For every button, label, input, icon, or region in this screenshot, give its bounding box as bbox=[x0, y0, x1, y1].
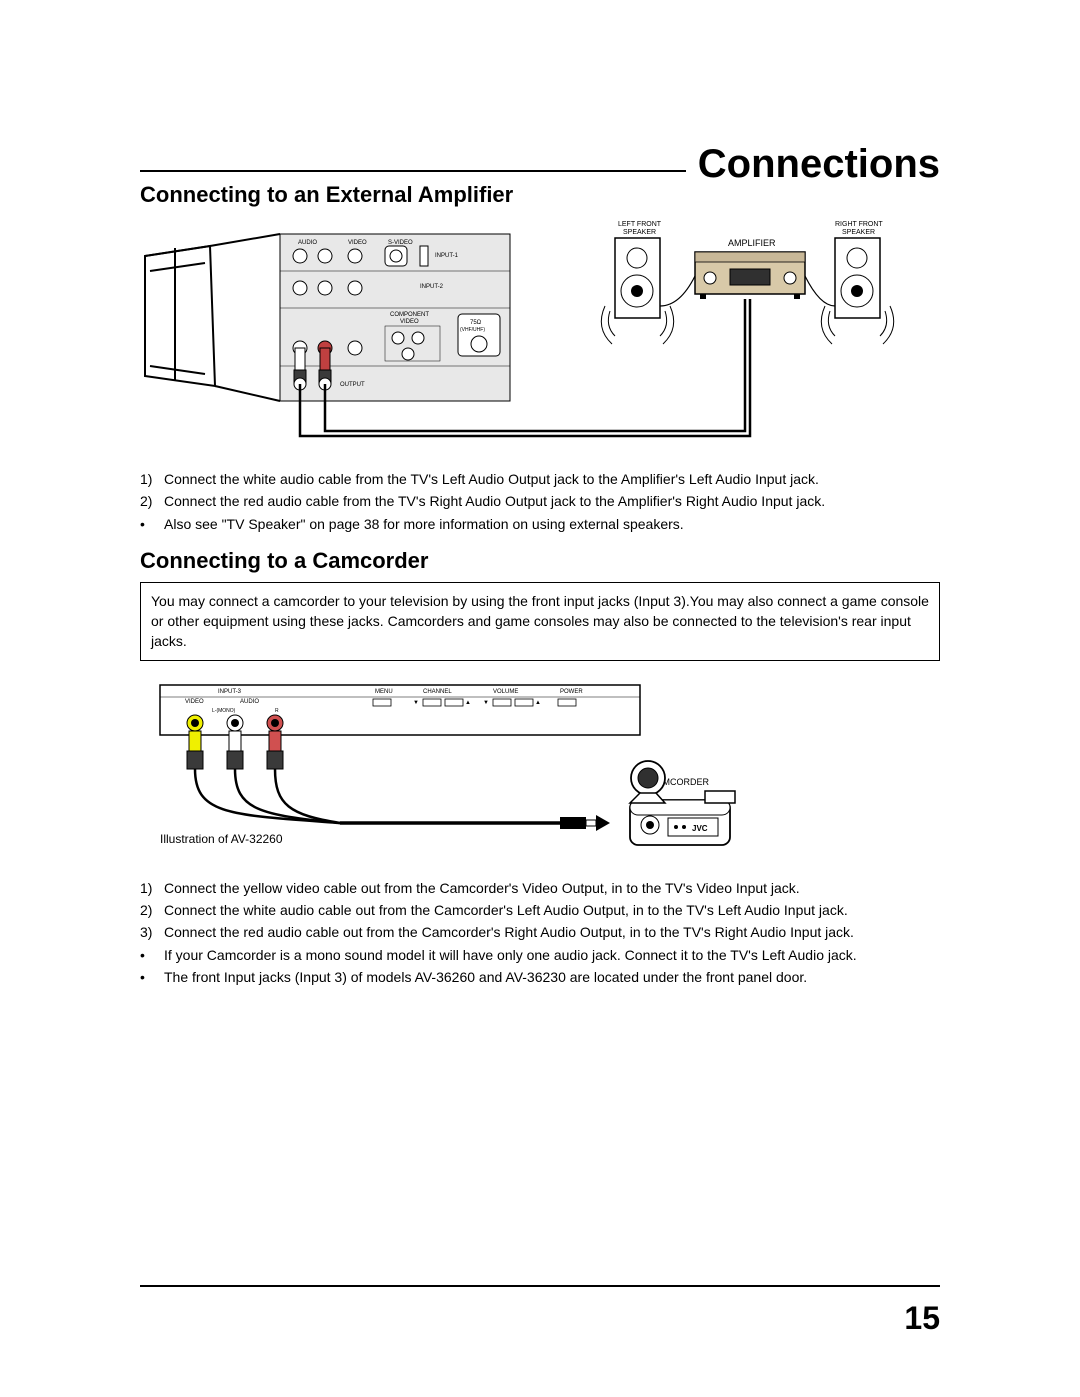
note-row: • Also see "TV Speaker" on page 38 for m… bbox=[140, 514, 940, 534]
step-text: Connect the yellow video cable out from … bbox=[164, 878, 800, 898]
front-video-jack bbox=[187, 715, 203, 731]
label-audio-front: AUDIO bbox=[240, 699, 259, 705]
step-number: 2) bbox=[140, 491, 164, 511]
bottom-rule bbox=[140, 1285, 940, 1287]
svg-text:▲: ▲ bbox=[465, 700, 471, 706]
label-output: OUTPUT bbox=[340, 382, 365, 388]
manual-page: Connections Connecting to an External Am… bbox=[0, 0, 1080, 1397]
bullet: • bbox=[140, 514, 164, 534]
right-speaker: RIGHT FRONT SPEAKER bbox=[821, 221, 893, 344]
label-volume: VOLUME bbox=[493, 689, 518, 695]
label-lmono: L-(MONO) bbox=[212, 708, 236, 714]
diagram-caption: Illustration of AV-32260 bbox=[160, 832, 283, 846]
step-text: Connect the red audio cable from the TV'… bbox=[164, 491, 825, 511]
label-component: COMPONENT bbox=[390, 312, 429, 318]
label-power: POWER bbox=[560, 689, 583, 695]
diagram-camcorder: MENU CHANNEL VOLUME POWER ▼ ▲ ▼ ▲ INPUT-… bbox=[140, 675, 940, 860]
svg-text:▲: ▲ bbox=[535, 700, 541, 706]
step-row: 2) Connect the white audio cable out fro… bbox=[140, 900, 940, 920]
note-text: Also see "TV Speaker" on page 38 for mor… bbox=[164, 514, 684, 534]
step-row: 2) Connect the red audio cable from the … bbox=[140, 491, 940, 511]
camcorder-unit: CAMCORDER JVC bbox=[630, 761, 735, 845]
label-input1: INPUT-1 bbox=[435, 253, 459, 259]
label-audio: AUDIO bbox=[298, 240, 317, 246]
step-text: Connect the white audio cable from the T… bbox=[164, 469, 819, 489]
camcorder-steps: 1) Connect the yellow video cable out fr… bbox=[140, 878, 940, 987]
label-r: R bbox=[275, 708, 279, 714]
label-jvc: JVC bbox=[692, 824, 708, 833]
front-audio-l-jack bbox=[227, 715, 243, 731]
label-left-front-2: SPEAKER bbox=[623, 229, 656, 236]
svg-text:▼: ▼ bbox=[483, 700, 489, 706]
step-number: 1) bbox=[140, 469, 164, 489]
left-speaker: LEFT FRONT SPEAKER bbox=[601, 221, 673, 344]
label-input3: INPUT-3 bbox=[218, 689, 242, 695]
section-heading-camcorder: Connecting to a Camcorder bbox=[140, 548, 940, 574]
label-ant: 75Ω bbox=[470, 320, 482, 326]
top-rule: Connections bbox=[140, 170, 940, 172]
label-right-front-2: SPEAKER bbox=[842, 229, 875, 236]
bullet: • bbox=[140, 945, 164, 965]
step-text: Connect the white audio cable out from t… bbox=[164, 900, 848, 920]
diagram-amplifier: AUDIO VIDEO S-VIDEO INPUT-1 INPUT-2 COMP… bbox=[140, 216, 940, 451]
step-number: 1) bbox=[140, 878, 164, 898]
label-amplifier: AMPLIFIER bbox=[728, 238, 776, 248]
step-row: 1) Connect the white audio cable from th… bbox=[140, 469, 940, 489]
label-comp-video: VIDEO bbox=[400, 319, 419, 325]
note-text: The front Input jacks (Input 3) of model… bbox=[164, 967, 807, 987]
label-right-front-1: RIGHT FRONT bbox=[835, 221, 883, 228]
label-ant2: (VHF/UHF) bbox=[460, 327, 485, 333]
camcorder-note-box: You may connect a camcorder to your tele… bbox=[140, 582, 940, 661]
label-svideo: S-VIDEO bbox=[388, 240, 413, 246]
camcorder-connection-svg: MENU CHANNEL VOLUME POWER ▼ ▲ ▼ ▲ INPUT-… bbox=[140, 675, 940, 855]
amplifier-unit: AMPLIFIER bbox=[695, 238, 805, 299]
step-text: Connect the red audio cable out from the… bbox=[164, 922, 854, 942]
label-left-front-1: LEFT FRONT bbox=[618, 221, 662, 228]
front-audio-r-jack bbox=[267, 715, 283, 731]
label-input2: INPUT-2 bbox=[420, 284, 444, 290]
page-title: Connections bbox=[686, 142, 940, 187]
label-menu: MENU bbox=[375, 689, 393, 695]
step-number: 3) bbox=[140, 922, 164, 942]
page-number: 15 bbox=[904, 1300, 940, 1337]
step-row: 3) Connect the red audio cable out from … bbox=[140, 922, 940, 942]
step-row: 1) Connect the yellow video cable out fr… bbox=[140, 878, 940, 898]
step-number: 2) bbox=[140, 900, 164, 920]
note-row: • If your Camcorder is a mono sound mode… bbox=[140, 945, 940, 965]
svg-text:▼: ▼ bbox=[413, 700, 419, 706]
note-text: If your Camcorder is a mono sound model … bbox=[164, 945, 857, 965]
note-row: • The front Input jacks (Input 3) of mod… bbox=[140, 967, 940, 987]
label-video-front: VIDEO bbox=[185, 699, 204, 705]
amplifier-steps: 1) Connect the white audio cable from th… bbox=[140, 469, 940, 534]
label-video: VIDEO bbox=[348, 240, 367, 246]
bullet: • bbox=[140, 967, 164, 987]
amplifier-connection-svg: AUDIO VIDEO S-VIDEO INPUT-1 INPUT-2 COMP… bbox=[140, 216, 940, 446]
label-channel: CHANNEL bbox=[423, 689, 452, 695]
